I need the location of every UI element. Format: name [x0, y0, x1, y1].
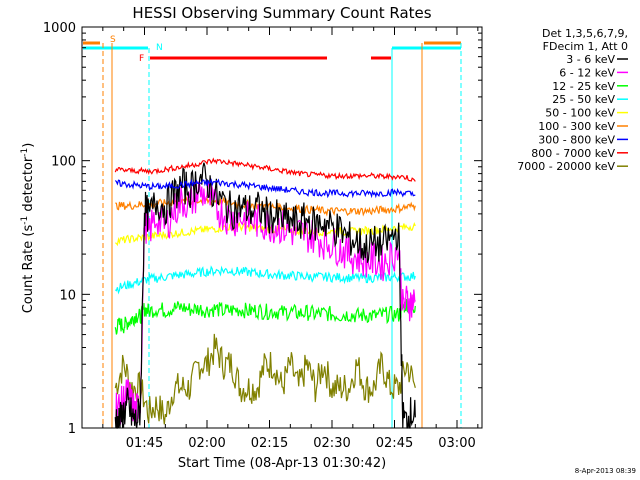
x-tick-label: 02:00: [188, 436, 225, 451]
annotation-n: N: [156, 43, 163, 53]
legend: Det 1,3,5,6,7,9, FDecim 1, Att 0 3 - 6 k…: [517, 27, 628, 173]
y-axis-label: Count Rate (s-1 detector-1): [20, 143, 36, 314]
y-axis-label-main: Count Rate (s: [21, 225, 36, 314]
series-line-7: [114, 178, 416, 199]
legend-label-2: 6 - 12 keV: [559, 66, 615, 79]
annotation-s: S: [110, 35, 116, 45]
x-axis-label: Start Time (08-Apr-13 01:30:42): [178, 456, 386, 471]
legend-label-6: 100 - 300 keV: [538, 120, 615, 133]
x-tick-label: 03:00: [438, 436, 475, 451]
series-line-8: [114, 157, 416, 182]
plot-frame: [81, 26, 483, 429]
annotation-f: F: [139, 54, 144, 64]
series-line-9: [114, 333, 416, 425]
legend-label-1: 3 - 6 keV: [566, 53, 615, 66]
legend-label-7: 300 - 800 keV: [538, 133, 615, 146]
y-tick-label: 10: [59, 288, 76, 303]
x-tick-label: 02:30: [313, 436, 350, 451]
y-axis-label-mid: detector: [21, 156, 36, 216]
series-line-6: [115, 195, 416, 217]
axes: [81, 26, 483, 429]
series-line-3: [114, 298, 416, 335]
plot-content: S N F: [83, 35, 462, 429]
x-tick-label: 02:45: [376, 436, 413, 451]
legend-label-8: 800 - 7000 keV: [531, 147, 615, 160]
series-line-4: [114, 265, 416, 295]
x-tick-label: 01:45: [126, 436, 163, 451]
series-line-1: [114, 162, 416, 429]
y-tick-label: 1000: [43, 21, 76, 36]
tick-labels: 01:45 02:00 02:15 02:30 02:45 03:00 1 10 100 1000: [43, 21, 476, 451]
y-tick-label: 100: [51, 155, 76, 170]
y-axis-label-sup1: -1: [20, 216, 30, 225]
legend-label-4: 25 - 50 keV: [552, 93, 615, 106]
x-tick-label: 02:15: [251, 436, 288, 451]
chart-title: HESSI Observing Summary Count Rates: [132, 4, 431, 22]
legend-label-5: 50 - 100 keV: [545, 107, 615, 120]
legend-header-line-2: FDecim 1, Att 0: [543, 40, 628, 53]
legend-label-9: 7000 - 20000 keV: [517, 160, 615, 173]
y-axis-label-end: ): [21, 143, 36, 148]
timestamp: 8-Apr-2013 08:39: [575, 467, 636, 475]
y-axis-label-sup2: -1: [20, 148, 30, 157]
legend-label-3: 12 - 25 keV: [552, 80, 615, 93]
y-tick-label: 1: [68, 422, 76, 437]
legend-header-line-1: Det 1,3,5,6,7,9,: [542, 27, 628, 40]
